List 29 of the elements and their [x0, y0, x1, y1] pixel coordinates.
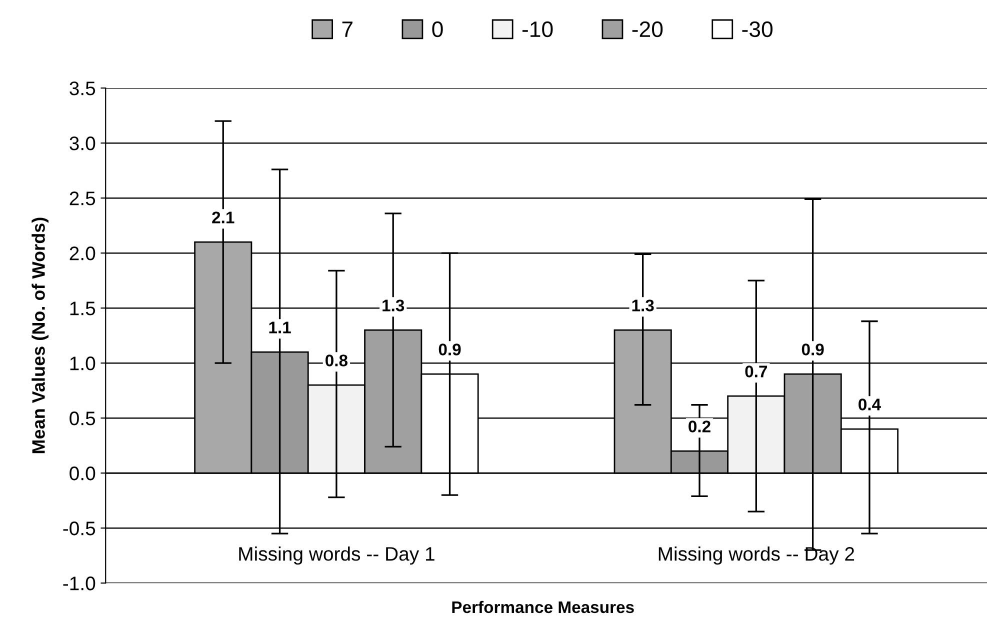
data-label: 2.1: [212, 212, 234, 224]
y-tick-label: -0.5: [63, 522, 96, 536]
data-label: 0.2: [688, 420, 710, 432]
data-label: 0.9: [802, 344, 824, 356]
x-axis-title: Performance Measures: [452, 600, 634, 614]
data-label: 0.4: [858, 398, 881, 410]
x-tick-label: Missing words -- Day 2: [658, 546, 854, 565]
y-tick-label: 1.5: [70, 302, 96, 316]
y-tick-label: 0.0: [70, 466, 96, 480]
data-label: 1.3: [382, 300, 404, 312]
x-tick-label: Missing words -- Day 1: [239, 546, 434, 565]
legend-label: 0: [432, 21, 443, 38]
y-tick-label: 3.0: [70, 136, 96, 150]
y-tick-label: -1.0: [63, 576, 96, 590]
y-axis-title: Mean Values (No. of Words): [32, 218, 48, 454]
legend-label: -20: [632, 21, 663, 38]
data-label: 0.9: [438, 344, 461, 356]
legend-label: -10: [522, 21, 553, 38]
y-tick-label: 1.0: [70, 356, 96, 370]
data-label: 1.1: [269, 322, 291, 334]
y-tick-label: 2.5: [70, 192, 96, 206]
y-tick-label: 3.5: [70, 82, 96, 96]
data-label: 1.3: [632, 300, 654, 312]
y-tick-label: 0.5: [70, 412, 96, 426]
y-tick-label: 2.0: [70, 246, 96, 260]
data-label: 0.7: [745, 366, 768, 378]
legend-label: 7: [342, 22, 352, 37]
data-label: 0.8: [326, 354, 348, 366]
legend-label: -30: [742, 21, 773, 38]
